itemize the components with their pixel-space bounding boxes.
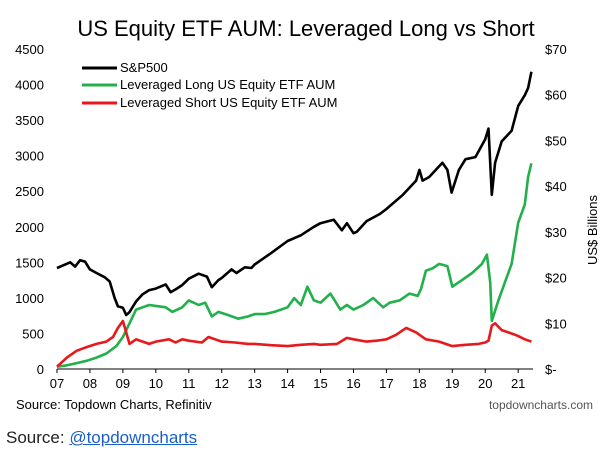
right-tick-label: $20 [545, 271, 567, 286]
x-tick-label: 18 [412, 376, 426, 391]
left-tick-label: 0 [37, 362, 44, 377]
legend-label-short: Leveraged Short US Equity ETF AUM [120, 95, 337, 110]
series-line-sp500 [56, 71, 533, 317]
x-tick-label: 17 [379, 376, 393, 391]
left-tick-label: 1500 [15, 255, 44, 270]
plot-area [56, 71, 533, 368]
x-tick-label: 13 [247, 376, 261, 391]
right-tick-label: $70 [545, 42, 567, 57]
left-tick-label: 500 [22, 326, 44, 341]
footer-label: Source: [6, 428, 65, 447]
chart: US Equity ETF AUM: Leveraged Long vs Sho… [15, 16, 600, 412]
left-tick-label: 4000 [15, 78, 44, 93]
x-axis: 07 08 09 10 11 12 13 14 15 16 17 18 19 20 21 [50, 369, 525, 391]
left-tick-label: 2000 [15, 220, 44, 235]
x-tick-label: 12 [214, 376, 228, 391]
right-tick-label: $30 [545, 225, 567, 240]
x-tick-label: 21 [511, 376, 525, 391]
left-tick-label: 3000 [15, 149, 44, 164]
left-tick-label: 4500 [15, 42, 44, 57]
series-line-short [56, 319, 532, 368]
x-tick-label: 10 [149, 376, 163, 391]
right-axis: $- $10 $20 $30 $40 $50 $60 $70 [545, 42, 567, 377]
left-axis: 0 500 1000 1500 2000 2500 3000 3500 4000 4500 [15, 42, 44, 377]
legend-label-sp500: S&P500 [120, 60, 168, 75]
right-tick-label: $- [545, 362, 557, 377]
legend-label-long: Leveraged Long US Equity ETF AUM [120, 77, 335, 92]
right-tick-label: $50 [545, 133, 567, 148]
right-tick-label: $40 [545, 179, 567, 194]
right-tick-label: $10 [545, 316, 567, 331]
x-tick-label: 19 [445, 376, 459, 391]
left-tick-label: 3500 [15, 113, 44, 128]
left-tick-label: 1000 [15, 291, 44, 306]
x-tick-label: 07 [50, 376, 64, 391]
left-tick-label: 2500 [15, 184, 44, 199]
x-tick-label: 15 [313, 376, 327, 391]
footer: Source: @topdowncharts [6, 428, 197, 448]
chart-source: Source: Topdown Charts, Refinitiv [16, 397, 212, 412]
x-tick-label: 16 [346, 376, 360, 391]
chart-title: US Equity ETF AUM: Leveraged Long vs Sho… [77, 16, 534, 41]
x-tick-label: 11 [182, 376, 196, 391]
x-tick-label: 20 [478, 376, 492, 391]
series-line-long [56, 162, 533, 368]
right-axis-label: US$ Billions [585, 194, 600, 265]
right-tick-label: $60 [545, 88, 567, 103]
x-tick-label: 14 [280, 376, 294, 391]
legend: S&P500 Leveraged Long US Equity ETF AUM … [82, 60, 337, 110]
footer-link[interactable]: @topdowncharts [69, 428, 198, 447]
x-tick-label: 08 [83, 376, 97, 391]
x-tick-label: 09 [116, 376, 130, 391]
chart-credit: topdowncharts.com [489, 398, 593, 412]
